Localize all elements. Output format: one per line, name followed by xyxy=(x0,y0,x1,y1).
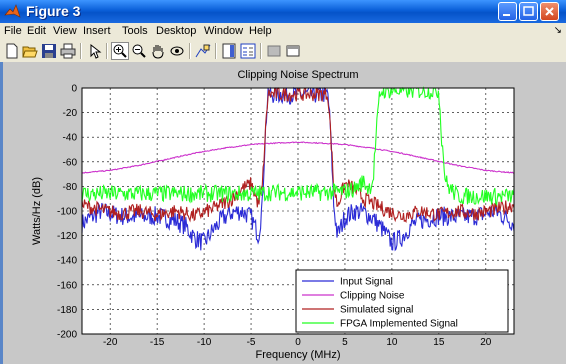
x-tick-label: 5 xyxy=(342,337,348,348)
y-tick-label: -200 xyxy=(57,330,77,341)
pan-hand-icon[interactable] xyxy=(150,43,166,59)
x-tick-label: -5 xyxy=(247,337,256,348)
menu-window[interactable]: Window xyxy=(204,25,244,37)
y-axis-label: Watts/Hz (dB) xyxy=(31,177,43,245)
print-icon[interactable] xyxy=(60,43,76,59)
chart-title: Clipping Noise Spectrum xyxy=(237,69,358,81)
y-tick-label: -100 xyxy=(57,207,77,218)
window-titlebar[interactable]: Figure 3 xyxy=(0,0,566,23)
menu-overflow-icon[interactable]: ↘ xyxy=(553,25,562,36)
colorbar-icon[interactable] xyxy=(221,43,237,59)
legend-label: Clipping Noise xyxy=(340,291,405,302)
menu-edit[interactable]: Edit xyxy=(27,25,46,37)
toolbar-separator xyxy=(260,43,262,59)
figure-toolbar xyxy=(0,40,566,63)
minimize-button[interactable] xyxy=(498,2,517,21)
menu-bar: File Edit View Insert Tools Desktop Wind… xyxy=(0,23,566,40)
menu-insert[interactable]: Insert xyxy=(83,25,111,37)
rotate-3d-icon[interactable] xyxy=(169,43,185,59)
window-left-border xyxy=(0,62,3,364)
x-tick-label: -10 xyxy=(197,337,212,348)
menu-help[interactable]: Help xyxy=(249,25,272,37)
new-file-icon[interactable] xyxy=(4,43,20,59)
y-tick-label: 0 xyxy=(71,84,77,95)
spectrum-chart[interactable]: -20 -15 -10 -5 0 5 10 15 20 0 -20 -40 -60 -80 -100 -120… xyxy=(0,62,566,364)
x-tick-label: -20 xyxy=(103,337,118,348)
open-file-icon[interactable] xyxy=(22,43,38,59)
y-tick-label: -60 xyxy=(63,157,78,168)
toolbar-separator xyxy=(106,43,108,59)
legend[interactable]: Input Signal Clipping Noise Simulated sign… xyxy=(295,269,509,333)
series-line-3 xyxy=(81,87,515,223)
legend-label: FPGA Implemented Signal xyxy=(340,319,458,330)
y-tick-label: -40 xyxy=(63,133,78,144)
toolbar-separator xyxy=(80,43,82,59)
x-tick-label: 10 xyxy=(386,337,398,348)
x-tick-label: 20 xyxy=(480,337,492,348)
y-tick-label: -180 xyxy=(57,305,77,316)
y-tick-label: -120 xyxy=(57,231,77,242)
close-icon xyxy=(545,7,554,16)
show-plot-tools-icon[interactable] xyxy=(285,43,301,59)
matlab-logo-icon xyxy=(4,4,21,18)
menu-view[interactable]: View xyxy=(53,25,77,37)
zoom-in-icon[interactable] xyxy=(111,42,129,60)
figure-area: -20 -15 -10 -5 0 5 10 15 20 0 -20 -40 -60 -80 -100 -120… xyxy=(0,62,566,364)
menu-desktop[interactable]: Desktop xyxy=(156,25,197,37)
save-icon[interactable] xyxy=(41,43,57,59)
legend-label: Input Signal xyxy=(340,277,393,288)
maximize-button[interactable] xyxy=(519,2,538,21)
x-axis-label: Frequency (MHz) xyxy=(256,349,341,361)
pointer-icon[interactable] xyxy=(87,43,103,59)
hide-plot-tools-icon[interactable] xyxy=(266,43,282,59)
menu-file[interactable]: File xyxy=(4,25,22,37)
y-tick-label: -80 xyxy=(63,182,78,193)
x-tick-label: -15 xyxy=(150,337,165,348)
close-button[interactable] xyxy=(540,2,559,21)
x-tick-label: 15 xyxy=(433,337,445,348)
toolbar-separator xyxy=(189,43,191,59)
legend-icon[interactable] xyxy=(240,43,256,59)
y-tick-label: -20 xyxy=(63,108,78,119)
plot-frame xyxy=(81,87,515,335)
legend-label: Simulated signal xyxy=(340,305,413,316)
legend-box xyxy=(295,269,509,333)
maximize-icon xyxy=(523,6,534,16)
y-tick-label: -140 xyxy=(57,256,77,267)
window-title: Figure 3 xyxy=(26,3,81,19)
x-tick-label: 0 xyxy=(295,337,301,348)
series-line-4 xyxy=(81,85,515,206)
y-tick-label: -160 xyxy=(57,280,77,291)
tick-labels: -20 -15 -10 -5 0 5 10 15 20 0 -20 -40 -60 -80 -100 -120… xyxy=(57,84,492,349)
zoom-out-icon[interactable] xyxy=(131,43,147,59)
minimize-icon xyxy=(503,14,510,16)
menu-tools[interactable]: Tools xyxy=(122,25,148,37)
toolbar-separator xyxy=(215,43,217,59)
data-cursor-icon[interactable] xyxy=(195,43,211,59)
series-line-2 xyxy=(81,141,515,174)
